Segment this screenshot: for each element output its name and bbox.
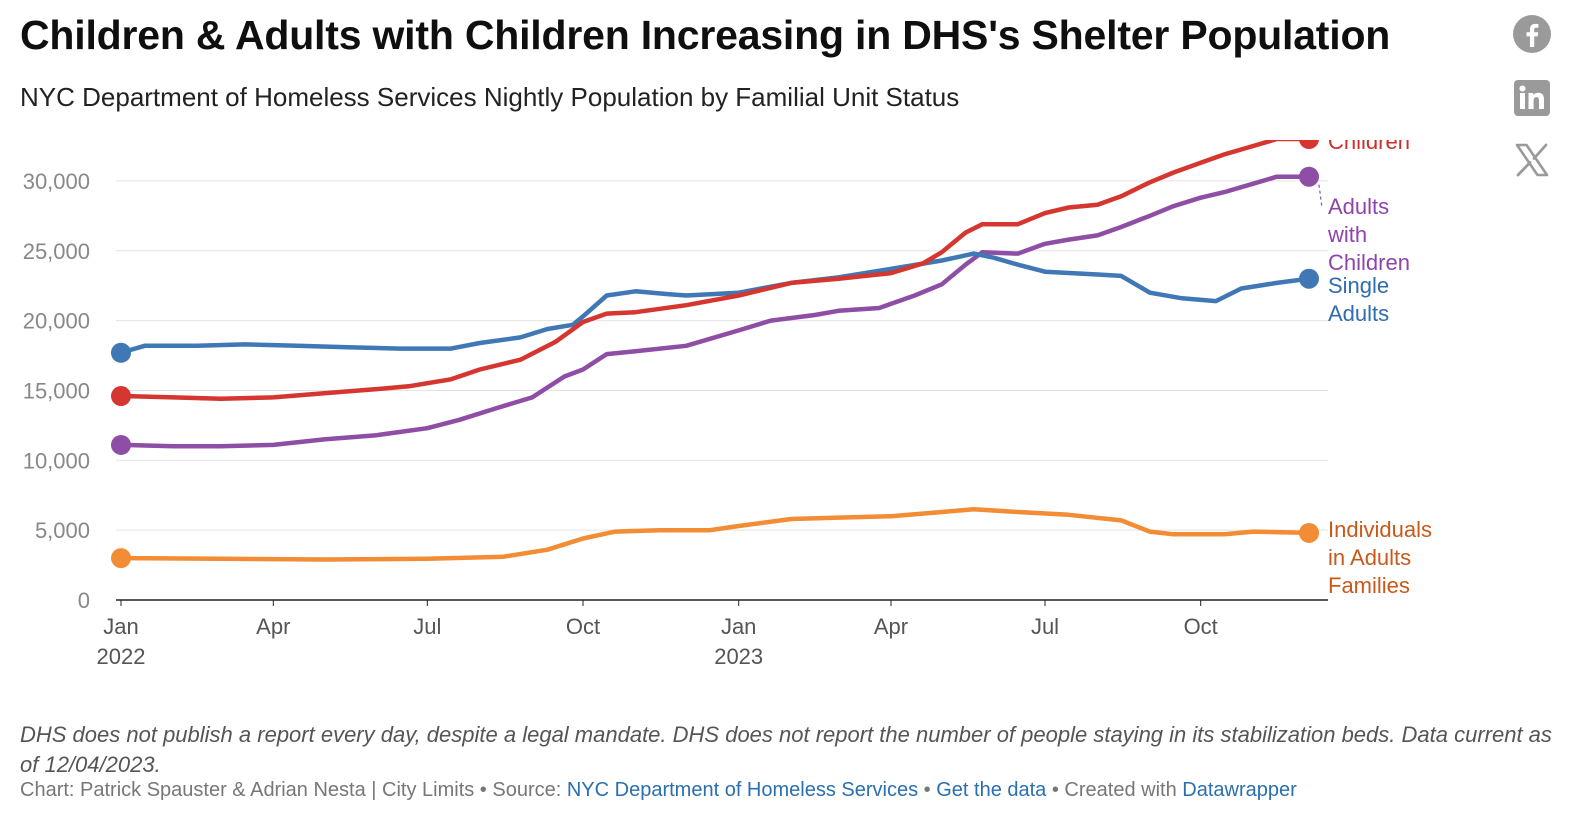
series-end-dot [1299, 268, 1319, 289]
x-axis: Jan 2022 Apr Jul Oct Jan 2023 Apr Jul Oct [97, 600, 1218, 669]
series-start-dot [111, 386, 131, 407]
chart-footer: Chart: Patrick Spauster & Adrian Nesta |… [20, 776, 1560, 804]
facebook-icon[interactable] [1510, 12, 1554, 56]
source-link[interactable]: NYC Department of Homeless Services [566, 779, 919, 801]
datawrapper-link[interactable]: Datawrapper [1182, 779, 1297, 801]
series-start-dot [111, 342, 131, 363]
x-tick-year-label: 2023 [714, 644, 763, 669]
series-line [118, 174, 1312, 449]
y-tick-label: 5,000 [35, 518, 90, 543]
x-tick-label: Jan [721, 614, 756, 639]
linkedin-glyph [1514, 80, 1550, 116]
x-tick-label: Jul [1031, 614, 1059, 639]
series-label: Individuals in Adults Families [1328, 517, 1432, 598]
footer-created-with: • Created with [1046, 779, 1183, 801]
series-line [118, 140, 1312, 402]
series-label: Single Adults [1328, 273, 1389, 326]
facebook-glyph [1513, 15, 1551, 53]
series-label-line: in Adults [1328, 545, 1411, 570]
x-icon[interactable] [1510, 138, 1554, 182]
series-label: Children [1328, 140, 1410, 154]
get-data-link[interactable]: Get the data [936, 779, 1047, 801]
x-tick-year-label: 2022 [97, 644, 146, 669]
series-line [118, 251, 1312, 355]
series-label-line: Single [1328, 273, 1389, 298]
series-end-dot [1299, 140, 1319, 150]
x-tick-label: Jan [103, 614, 138, 639]
x-tick-label: Apr [256, 614, 290, 639]
series-label-line: Individuals [1328, 517, 1432, 542]
line-chart: 0 5,000 10,000 15,000 20,000 25,000 30,000 Jan… [23, 140, 1432, 669]
series-label-line: Children [1328, 140, 1410, 154]
linkedin-icon[interactable] [1510, 76, 1554, 120]
series-start-dot [111, 548, 131, 569]
y-axis: 0 5,000 10,000 15,000 20,000 25,000 30,000 [23, 169, 90, 613]
series-label-line: Adults [1328, 194, 1389, 219]
y-tick-label: 20,000 [23, 309, 90, 334]
x-tick-label: Oct [566, 614, 600, 639]
chart-title: Children & Adults with Children Increasi… [20, 12, 1391, 58]
gridlines [116, 180, 1328, 601]
y-tick-label: 15,000 [23, 378, 90, 403]
footer-separator: • [918, 779, 937, 801]
series-label: Adults with Children [1327, 194, 1410, 275]
series-label-line: Adults [1328, 301, 1389, 326]
series-start-dot [111, 434, 131, 455]
label-leader-line [1318, 184, 1323, 209]
chart-subtitle: NYC Department of Homeless Services Nigh… [20, 82, 960, 112]
series-line [118, 506, 1312, 562]
series-label-line: Families [1328, 573, 1410, 598]
footer-credits: Chart: Patrick Spauster & Adrian Nesta |… [20, 779, 567, 801]
y-tick-label: 30,000 [23, 169, 90, 194]
x-glyph [1515, 143, 1549, 177]
x-tick-label: Apr [874, 614, 908, 639]
series-label-line: Children [1328, 250, 1410, 275]
y-tick-label: 0 [78, 588, 90, 613]
x-tick-label: Oct [1184, 614, 1218, 639]
series-lines [111, 140, 1319, 569]
y-tick-label: 10,000 [23, 448, 90, 473]
chart-notes: DHS does not publish a report every day,… [20, 722, 1552, 777]
series-end-dot [1299, 166, 1319, 187]
y-tick-label: 25,000 [23, 239, 90, 264]
series-label-line: with [1327, 222, 1367, 247]
x-tick-label: Jul [413, 614, 441, 639]
series-end-dot [1299, 522, 1319, 543]
